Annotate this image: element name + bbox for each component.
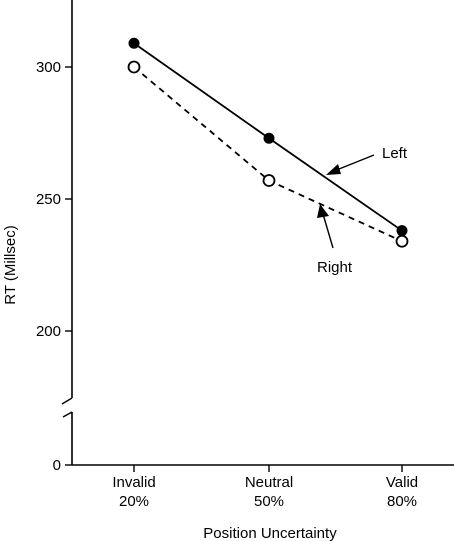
y-ticks: 0 200 250 300 bbox=[36, 59, 72, 474]
data-point-right bbox=[395, 234, 409, 248]
x-tick-sublabel: 20% bbox=[119, 493, 149, 510]
x-ticks: Invalid 20% Neutral 50% Valid 80% bbox=[112, 465, 418, 510]
annotation-right-label: Right bbox=[317, 259, 353, 276]
y-tick-label: 0 bbox=[53, 457, 61, 474]
annotation-left-arrow bbox=[326, 154, 375, 175]
y-tick-label: 250 bbox=[36, 191, 61, 208]
series-line-right bbox=[133, 66, 403, 243]
x-tick-sublabel: 80% bbox=[387, 493, 417, 510]
x-tick-label: Invalid bbox=[112, 474, 155, 491]
annotation-right-arrow bbox=[317, 204, 334, 249]
x-tick-sublabel: 50% bbox=[254, 493, 284, 510]
data-point-right bbox=[262, 174, 276, 187]
x-tick-label: Valid bbox=[386, 474, 418, 491]
y-axis-title: RT (Millsec) bbox=[2, 225, 19, 304]
x-axis-title: Position Uncertainty bbox=[203, 525, 337, 541]
data-point-left bbox=[128, 37, 140, 49]
data-point-left bbox=[263, 132, 275, 144]
axis-break-mark bbox=[61, 397, 73, 418]
annotation-left-label: Left bbox=[382, 145, 408, 162]
series-layer bbox=[127, 37, 409, 248]
data-point-left bbox=[396, 225, 408, 237]
y-tick-label: 300 bbox=[36, 59, 61, 76]
x-tick-label: Neutral bbox=[245, 474, 293, 491]
y-tick-label: 200 bbox=[36, 323, 61, 340]
data-point-right bbox=[127, 60, 141, 74]
